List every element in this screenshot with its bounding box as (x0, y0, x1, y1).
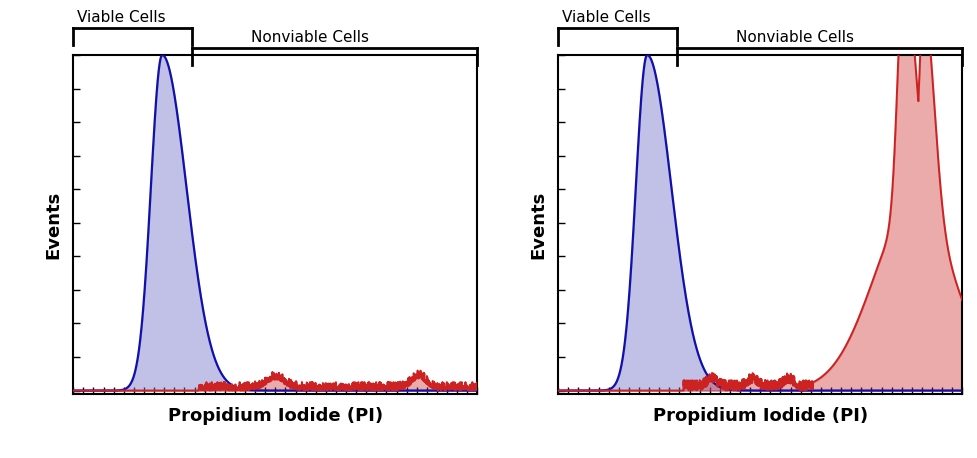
X-axis label: Propidium Iodide (PI): Propidium Iodide (PI) (168, 407, 383, 425)
Y-axis label: Events: Events (45, 190, 63, 259)
Text: Nonviable Cells: Nonviable Cells (251, 30, 369, 45)
Text: Viable Cells: Viable Cells (562, 10, 651, 25)
Text: Nonviable Cells: Nonviable Cells (736, 30, 854, 45)
X-axis label: Propidium Iodide (PI): Propidium Iodide (PI) (653, 407, 868, 425)
Y-axis label: Events: Events (530, 190, 548, 259)
Text: Viable Cells: Viable Cells (77, 10, 166, 25)
